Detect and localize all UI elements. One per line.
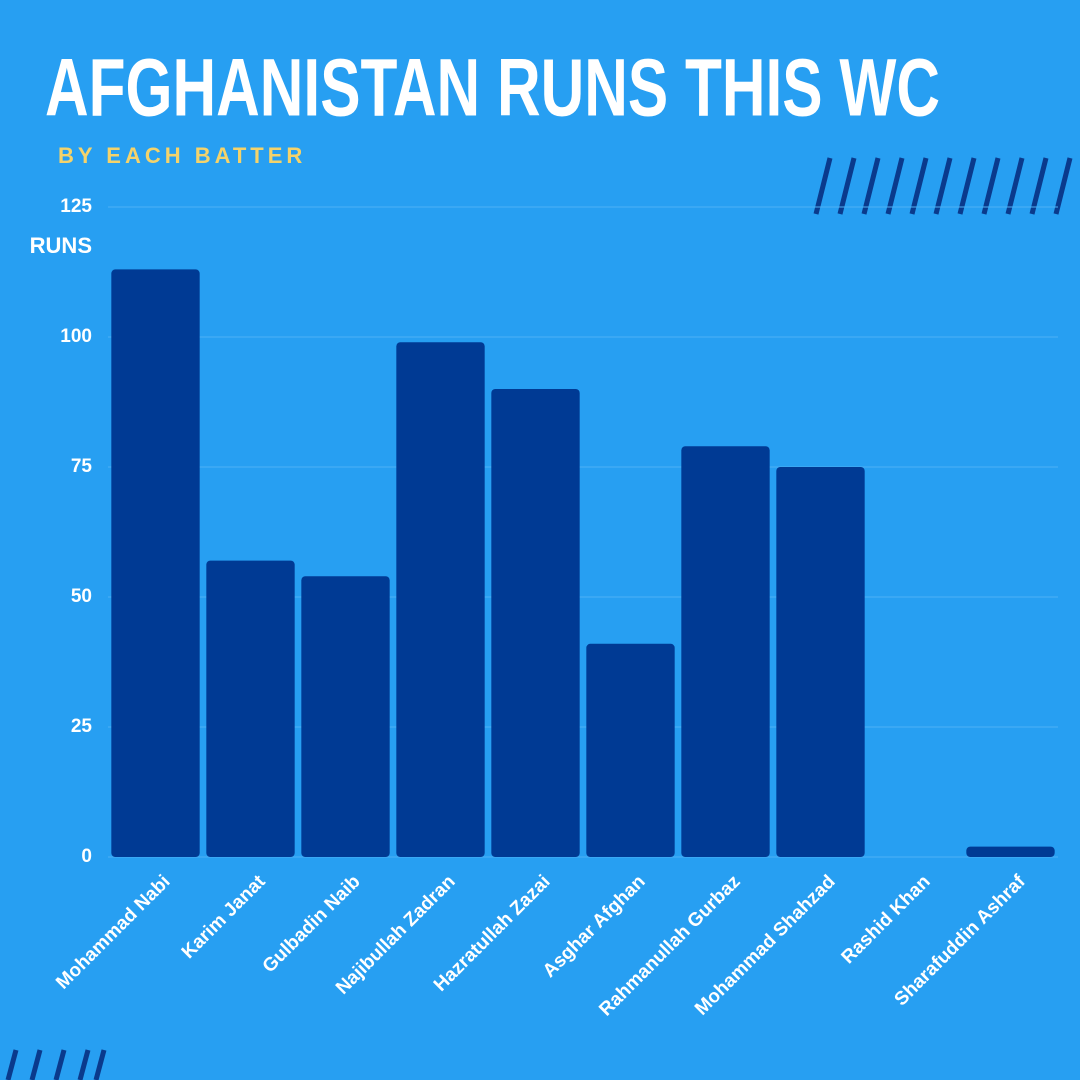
bar (111, 269, 200, 857)
bar (206, 560, 295, 857)
y-tick-label: 100 (60, 326, 92, 347)
bar (491, 389, 580, 857)
y-axis-label: RUNS (30, 233, 92, 258)
bar (966, 846, 1055, 857)
y-tick-label: 0 (81, 846, 92, 867)
chart-title: AFGHANISTAN RUNS THIS WC (45, 43, 940, 134)
y-tick-label: 50 (71, 586, 92, 607)
y-tick-label: 25 (71, 716, 93, 737)
y-tick-label: 125 (60, 196, 92, 217)
chart-subtitle: BY EACH BATTER (58, 143, 306, 168)
bar (396, 342, 485, 857)
bar (681, 446, 770, 857)
bar (776, 467, 865, 857)
decoration-slashes (5, 157, 1073, 1080)
y-tick-label: 75 (71, 456, 93, 477)
bar (586, 643, 675, 857)
bar (301, 576, 390, 857)
